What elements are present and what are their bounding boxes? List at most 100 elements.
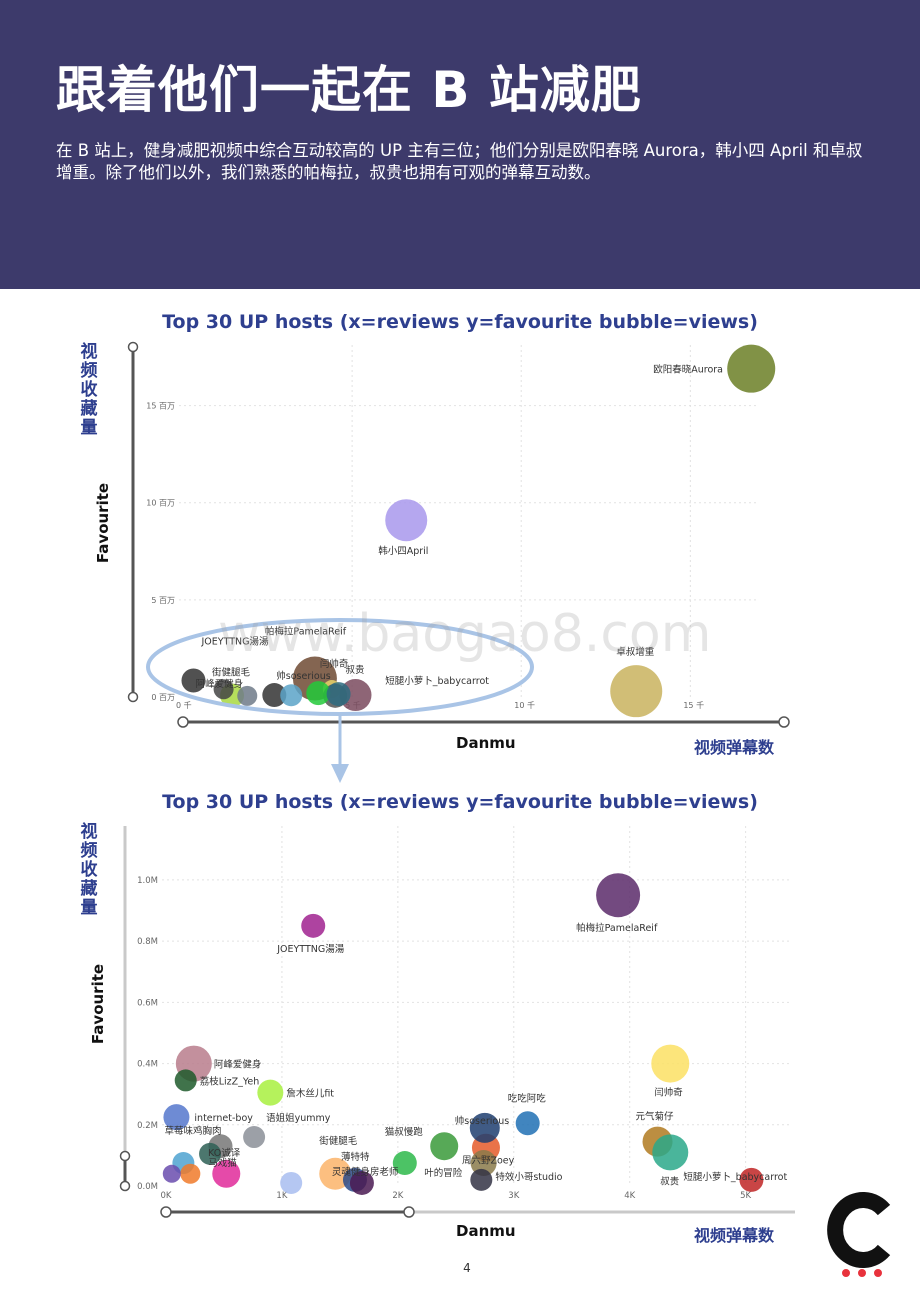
chart1-ylabel: Favourite xyxy=(94,482,112,564)
chart1-bubble-label: JOEYTTNG湯湯 xyxy=(200,635,268,647)
chart2-bubble xyxy=(163,1104,190,1131)
chart2-bubble xyxy=(162,1164,181,1183)
chart1-ytick-label: 15 百万 xyxy=(146,402,175,411)
chart2-y-axis-handle-bottom xyxy=(119,1180,131,1192)
chart1-bubble-label: 街健腿毛 xyxy=(212,666,251,678)
chart2-ylabel-cn: 视频收藏量 xyxy=(80,822,98,918)
chart2-bubble xyxy=(301,913,326,938)
chart1-ytick-label: 5 百万 xyxy=(151,596,175,605)
chart1-bubble-label: 帕梅拉PamelaReif xyxy=(265,626,347,638)
chart2-bubble-label: 阿峰爱健身 xyxy=(214,1059,262,1071)
chart2-bubble xyxy=(470,1168,493,1191)
chart2-bubble-label: internet-boy xyxy=(194,1113,253,1124)
chart1-bubble-label: 闫帅奇 xyxy=(320,658,349,670)
zoom-callout-arrow-head xyxy=(331,764,349,783)
intro-paragraph: 在 B 站上，健身减肥视频中综合互动较高的 UP 主有三位；他们分别是欧阳春晓 … xyxy=(56,141,863,182)
chart2-x-axis-handle-left xyxy=(160,1206,172,1218)
brand-logo-dot xyxy=(874,1269,882,1277)
chart2-bubble-label: 叔贵 xyxy=(660,1175,679,1187)
watermark: www.baogao8.com xyxy=(218,604,712,664)
chart2-bubble-label: 灵魂健身房老师 xyxy=(332,1166,399,1178)
chart1-bubble-label: 帅soserious xyxy=(276,670,330,682)
chart2-bubble xyxy=(392,1151,417,1176)
brand-logo-dot xyxy=(858,1269,866,1277)
page-title: 跟着他们一起在 B 站减肥 xyxy=(56,61,642,119)
chart2-bubble xyxy=(515,1111,540,1136)
chart1-bubble-label: 韩小四April xyxy=(378,545,428,557)
chart2-bubble-label: 吃吃阿吃 xyxy=(508,1092,547,1104)
chart2-bubble-label: 草莓味鸡胸肉 xyxy=(164,1125,221,1137)
chart2-bubble-label: 猫叔慢跑 xyxy=(385,1126,424,1138)
chart1-bubble xyxy=(262,683,287,708)
page-number: 4 xyxy=(463,1261,471,1275)
chart1-xlabel: Danmu xyxy=(456,734,516,752)
chart1-bubble xyxy=(213,679,234,700)
brand-logo-dot xyxy=(842,1269,850,1277)
chart1-bubble-label: 卓叔增重 xyxy=(616,646,655,658)
chart2-ytick-label: 0.2M xyxy=(137,1121,158,1131)
chart2-bubble-label: 叶的冒险 xyxy=(424,1167,463,1179)
chart1-bubble xyxy=(385,499,428,542)
chart2-xtick-label: 4K xyxy=(624,1191,635,1201)
chart2-bubble-label: 薄特特 xyxy=(341,1151,370,1163)
chart2-bubble-label: 特效小哥studio xyxy=(495,1171,562,1183)
chart1-bubble xyxy=(610,665,663,718)
chart1-bubble xyxy=(727,344,776,393)
chart1-xlabel-cn: 视频弹幕数 xyxy=(694,738,775,757)
chart2-xtick-label: 1K xyxy=(276,1191,287,1201)
chart2-bubble xyxy=(257,1079,284,1106)
chart2-xtick-label: 3K xyxy=(508,1191,519,1201)
chart2-bubble xyxy=(180,1163,201,1184)
chart2-bubble-label: JOEYTTNG湯湯 xyxy=(276,943,344,955)
chart2-bubble xyxy=(469,1112,500,1143)
chart2-ytick-label: 1.0M xyxy=(137,876,158,886)
chart2-bubble-label: 语姐姐yummy xyxy=(266,1112,331,1124)
chart1-ytick-label: 10 百万 xyxy=(146,499,175,508)
chart2-bubble xyxy=(651,1044,690,1083)
chart2-bubble-label: 詹木丝儿fit xyxy=(286,1088,334,1100)
chart2-bubble xyxy=(199,1142,222,1165)
chart1-ylabel-cn: 视频收藏量 xyxy=(80,342,98,438)
chart1-bubble-label: 欧阳春晓Aurora xyxy=(653,364,723,376)
chart1-xtick-label: 15 千 xyxy=(683,700,704,710)
chart2-ylabel: Favourite xyxy=(89,963,107,1045)
chart2-bubble-label: 帅soserious xyxy=(455,1115,509,1127)
chart1-bubble xyxy=(280,684,303,707)
chart1-bubble-label: 短腿小萝卜_babycarrot xyxy=(385,675,489,687)
chart1-ytick-label: 0 百万 xyxy=(151,693,175,702)
chart2-y-axis-handle-top xyxy=(119,1150,131,1162)
chart2-bubble xyxy=(174,1069,197,1092)
chart2-bubble-label: 元气菊仔 xyxy=(636,1111,675,1123)
chart2-bubble xyxy=(280,1171,303,1194)
chart2-ytick-label: 0.0M xyxy=(137,1182,158,1192)
chart2-bubble-label: 马戏猫 xyxy=(208,1157,237,1169)
chart2-ytick-label: 0.8M xyxy=(137,937,158,947)
chart2-xtick-label: 2K xyxy=(392,1191,403,1201)
chart1-xtick-label: 0 千 xyxy=(176,700,192,710)
chart2-bubble-label: 闫帅奇 xyxy=(654,1087,683,1099)
chart1-bubble xyxy=(237,685,258,706)
chart2-bubble-label: KO诚译 xyxy=(208,1147,241,1159)
chart2-bubble xyxy=(212,1159,241,1188)
chart2-title: Top 30 UP hosts (x=reviews y=favourite b… xyxy=(162,791,758,813)
chart2-bubble xyxy=(652,1134,689,1171)
chart1-xtick-label: 10 千 xyxy=(514,700,535,710)
chart2-xtick-label: 5K xyxy=(740,1191,751,1201)
chart2-bubble xyxy=(349,1170,374,1195)
chart1-y-axis-handle-bottom xyxy=(127,691,139,703)
chart2-bubble-label: 帕梅拉PamelaReif xyxy=(576,922,658,934)
chart1-bubble xyxy=(326,682,351,707)
chart2-bubble xyxy=(243,1126,266,1149)
chart1-y-axis-handle-top xyxy=(127,341,139,353)
chart1-bubble-label: 阿峰爱健身 xyxy=(196,678,244,690)
chart2-bubble-label: 周六野Zoey xyxy=(462,1155,515,1167)
chart2-xtick-label: 0K xyxy=(161,1191,172,1201)
chart2-bubble xyxy=(596,873,641,918)
chart2-bubble-label: 荔枝LizZ_Yeh xyxy=(200,1075,260,1087)
chart1-bubble xyxy=(306,681,331,706)
chart2-ytick-label: 0.6M xyxy=(137,998,158,1008)
chart2-xlabel: Danmu xyxy=(456,1222,516,1240)
chart1-x-axis-handle-left xyxy=(177,716,189,728)
chart1-x-axis-handle-right xyxy=(778,716,790,728)
